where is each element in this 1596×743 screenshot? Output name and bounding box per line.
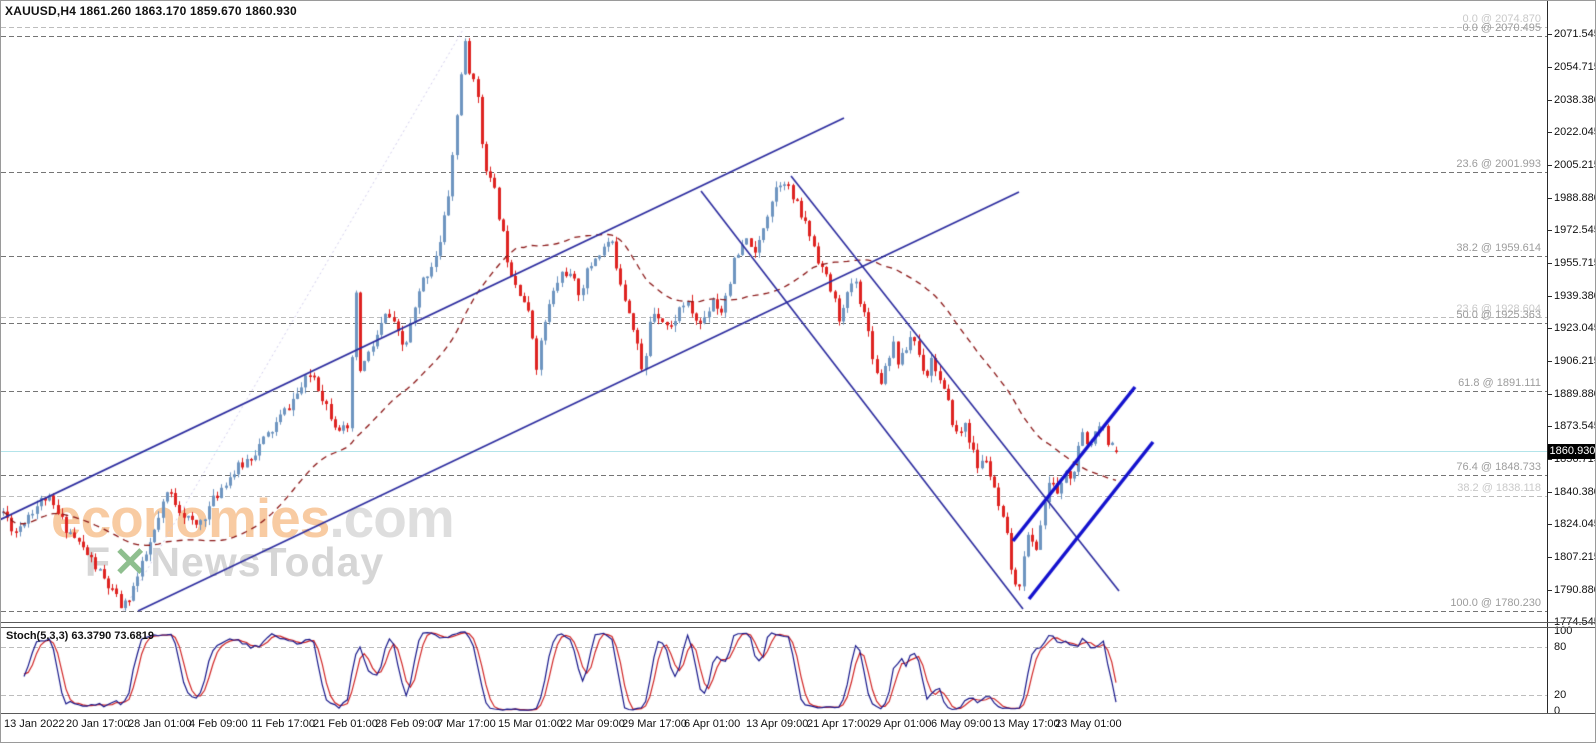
stoch-axis-label-80: 80 bbox=[1554, 641, 1567, 653]
fib-level-label-38.2: 38.2 @ 1959.614 bbox=[1456, 242, 1541, 254]
price-axis-label: 2054.715 bbox=[1554, 61, 1596, 73]
time-axis-label: 28 Jan 01:00 bbox=[128, 718, 192, 730]
price-axis-separator bbox=[1547, 1, 1548, 713]
panel-separator-bottom bbox=[1, 713, 1595, 714]
price-axis-label: 1923.045 bbox=[1554, 322, 1596, 334]
chart-symbol-ohlc: XAUUSD,H4 1861.260 1863.170 1859.670 186… bbox=[5, 4, 297, 18]
panel-separator-top-1[interactable] bbox=[1, 622, 1595, 623]
time-axis-label: 13 Apr 09:00 bbox=[746, 718, 809, 730]
stoch-axis-label-0: 0 bbox=[1554, 705, 1561, 717]
time-axis-label: 28 Feb 09:00 bbox=[375, 718, 440, 730]
price-axis-tick bbox=[1547, 165, 1552, 166]
price-axis-label: 1906.215 bbox=[1554, 355, 1596, 367]
time-axis-label: 21 Feb 01:00 bbox=[313, 718, 378, 730]
candlestick-chart-canvas[interactable] bbox=[1, 1, 1547, 623]
time-axis-label: 13 May 17:00 bbox=[993, 718, 1060, 730]
time-axis-label: 6 Apr 01:00 bbox=[684, 718, 741, 730]
fib-level-label-23.6: 23.6 @ 2001.993 bbox=[1456, 158, 1541, 170]
time-axis-label: 15 Mar 01:00 bbox=[498, 718, 563, 730]
price-axis-tick bbox=[1547, 67, 1552, 68]
price-axis-tick bbox=[1547, 132, 1552, 133]
price-axis-label: 1840.380 bbox=[1554, 486, 1596, 498]
stoch-main-value: 63.3790 bbox=[71, 630, 112, 642]
price-axis-label: 2022.045 bbox=[1554, 126, 1596, 138]
price-axis-label: 1873.545 bbox=[1554, 420, 1596, 432]
stochastic-indicator-canvas[interactable] bbox=[1, 628, 1547, 712]
fib-level-label-0.0: 0.0 @ 2070.495 bbox=[1462, 22, 1541, 34]
price-axis-tick bbox=[1547, 524, 1552, 525]
price-axis-tick bbox=[1547, 230, 1552, 231]
price-axis-label: 1790.880 bbox=[1554, 584, 1596, 596]
price-axis-label: 1939.380 bbox=[1554, 290, 1596, 302]
price-axis-tick bbox=[1547, 590, 1552, 591]
price-axis-label: 1955.715 bbox=[1554, 257, 1596, 269]
price-axis-label: 1807.215 bbox=[1554, 551, 1596, 563]
price-axis-tick bbox=[1547, 328, 1552, 329]
fib-level-label-23.6: 23.6 @ 1928.604 bbox=[1456, 303, 1541, 315]
fib-level-label-61.8: 61.8 @ 1891.111 bbox=[1458, 377, 1541, 389]
time-axis-label: 11 Feb 17:00 bbox=[251, 718, 316, 730]
price-axis-tick bbox=[1547, 296, 1552, 297]
price-axis-label: 1824.045 bbox=[1554, 518, 1596, 530]
fib-level-label-76.4: 76.4 @ 1848.733 bbox=[1456, 461, 1541, 473]
stoch-axis-label-20: 20 bbox=[1554, 689, 1567, 701]
price-axis-tick bbox=[1547, 198, 1552, 199]
price-axis-tick bbox=[1547, 34, 1552, 35]
time-axis-label: 7 Mar 17:00 bbox=[437, 718, 496, 730]
fib-level-label-50.0: 50.0 @ 1925.363 bbox=[1456, 309, 1541, 321]
price-axis-label: 1972.545 bbox=[1554, 224, 1596, 236]
time-axis-label: 21 Apr 17:00 bbox=[807, 718, 870, 730]
price-axis-tick bbox=[1547, 426, 1552, 427]
price-axis-label: 2038.380 bbox=[1554, 94, 1596, 106]
time-axis-label: 4 Feb 09:00 bbox=[189, 718, 248, 730]
price-axis-tick bbox=[1547, 459, 1552, 460]
price-axis-tick bbox=[1547, 100, 1552, 101]
time-axis-label: 6 May 09:00 bbox=[931, 718, 992, 730]
price-axis-tick bbox=[1547, 361, 1552, 362]
price-axis-label: 1889.880 bbox=[1554, 388, 1596, 400]
time-axis-label: 29 Mar 17:00 bbox=[622, 718, 687, 730]
fib-level-label-0.0: 0.0 @ 2074.870 bbox=[1462, 13, 1541, 25]
fib-level-label-38.2: 38.2 @ 1838.118 bbox=[1457, 482, 1541, 494]
current-price-badge: 1860.930 bbox=[1548, 444, 1596, 459]
price-axis-tick bbox=[1547, 492, 1552, 493]
price-axis-label: 2005.215 bbox=[1554, 159, 1596, 171]
stoch-signal-value: 73.6819 bbox=[114, 630, 155, 642]
price-axis-tick bbox=[1547, 557, 1552, 558]
price-axis-tick bbox=[1547, 263, 1552, 264]
time-axis-label: 22 Mar 09:00 bbox=[560, 718, 625, 730]
stoch-axis-label-100: 100 bbox=[1554, 625, 1573, 637]
time-axis-label: 13 Jan 2022 bbox=[4, 718, 65, 730]
price-axis-label: 1988.880 bbox=[1554, 192, 1596, 204]
stochastic-label: Stoch(5,3,3) 63.3790 73.6819 bbox=[6, 630, 155, 642]
price-axis-tick bbox=[1547, 394, 1552, 395]
time-axis-label: 20 Jan 17:00 bbox=[66, 718, 130, 730]
time-axis-label: 29 Apr 01:00 bbox=[869, 718, 932, 730]
panel-separator-top-2 bbox=[1, 627, 1595, 628]
price-axis-label: 2071.545 bbox=[1554, 28, 1596, 40]
time-axis-label: 23 May 01:00 bbox=[1055, 718, 1122, 730]
fib-level-label-100.0: 100.0 @ 1780.230 bbox=[1450, 597, 1541, 609]
